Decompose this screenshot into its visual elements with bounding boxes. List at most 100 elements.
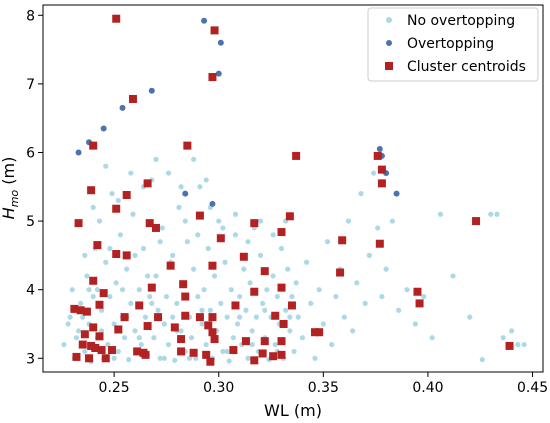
no-overtopping-point [111, 321, 117, 327]
cluster-centroids-point [279, 319, 288, 328]
no-overtopping-point [287, 328, 293, 334]
no-overtopping-point [90, 293, 96, 300]
no-overtopping-point [159, 225, 165, 231]
no-overtopping-point [237, 293, 243, 300]
legend: No overtopping Overtopping Cluster centr… [367, 7, 539, 82]
cluster-centroids-point [202, 350, 211, 359]
no-overtopping-point [199, 307, 205, 313]
overtopping-point [209, 200, 216, 207]
no-overtopping-point [341, 314, 347, 320]
cluster-centroids-point [285, 212, 294, 221]
no-overtopping-point [211, 273, 218, 279]
no-overtopping-point [429, 335, 435, 341]
cluster-centroids-point [76, 306, 85, 315]
no-overtopping-point [287, 314, 293, 320]
no-overtopping-point [362, 300, 368, 307]
no-overtopping-point [274, 293, 280, 300]
cluster-centroids-point [108, 346, 117, 355]
no-overtopping-point [494, 211, 500, 217]
no-overtopping-point [191, 156, 197, 162]
cluster-centroids-point [292, 151, 301, 160]
no-overtopping-point [257, 252, 264, 258]
overtopping-point [119, 104, 126, 111]
no-overtopping-point [61, 341, 67, 348]
cluster-centroids-point [87, 341, 96, 350]
no-overtopping-point [142, 314, 149, 320]
legend-marker-cluster-centroids [385, 62, 393, 70]
no-overtopping-point [358, 191, 364, 197]
cluster-centroids-point [310, 328, 319, 337]
no-overtopping-point [329, 341, 335, 348]
legend-marker-no-overtopping [386, 17, 392, 23]
cluster-centroids-point [87, 186, 96, 195]
cluster-centroids-point [143, 179, 152, 188]
cluster-centroids-point [277, 283, 286, 292]
cluster-centroids-point [258, 349, 267, 358]
no-overtopping-point [96, 218, 103, 224]
no-overtopping-point [222, 259, 228, 265]
no-overtopping-point [161, 355, 167, 361]
cluster-centroids-point [99, 289, 108, 298]
no-overtopping-point [90, 204, 96, 210]
no-overtopping-point [450, 273, 456, 279]
cluster-centroids-point [122, 191, 131, 200]
no-overtopping-point [98, 307, 105, 313]
no-overtopping-point [509, 328, 515, 334]
no-overtopping-point [170, 314, 176, 320]
cluster-centroids-point [505, 341, 514, 350]
cluster-centroids-point [472, 217, 481, 226]
no-overtopping-point [132, 328, 138, 334]
cluster-centroids-point [208, 73, 217, 82]
no-overtopping-point [105, 341, 111, 348]
no-overtopping-point [412, 321, 418, 327]
cluster-centroids-point [241, 337, 250, 346]
cluster-centroids-point [204, 321, 213, 330]
overtopping-point [215, 70, 222, 77]
no-overtopping-point [232, 232, 239, 238]
x-tick-label: 0.25 [99, 380, 130, 396]
no-overtopping-point [515, 341, 521, 348]
no-overtopping-point [195, 232, 201, 238]
no-overtopping-point [203, 177, 209, 183]
cluster-centroids-point [181, 292, 190, 301]
no-overtopping-point [126, 357, 132, 363]
cluster-centroids-point [336, 268, 345, 277]
no-overtopping-point [216, 218, 222, 224]
cluster-centroids-point [373, 151, 382, 160]
cluster-centroids-point [112, 14, 121, 23]
cluster-centroids-point [338, 236, 347, 245]
no-overtopping-point [237, 314, 243, 320]
y-axis-label-unit: (m) [0, 157, 18, 190]
cluster-centroids-point [170, 323, 179, 332]
cluster-centroids-point [147, 283, 156, 292]
no-overtopping-point [165, 170, 172, 176]
no-overtopping-point [163, 293, 170, 300]
no-overtopping-point [186, 355, 193, 361]
no-overtopping-point [370, 170, 377, 176]
no-overtopping-point [320, 321, 326, 327]
x-tick-label: 0.35 [308, 380, 339, 396]
axis-layer: 0.25 0.30 0.35 0.40 0.45 3 4 5 6 7 8 [26, 8, 548, 396]
no-overtopping-point [232, 211, 239, 217]
no-overtopping-point [132, 252, 138, 258]
cluster-centroids-point [260, 337, 269, 346]
cluster-centroids-point [250, 219, 259, 228]
no-overtopping-point [272, 341, 278, 348]
no-overtopping-point [467, 314, 473, 320]
overtopping-point [100, 125, 107, 132]
no-overtopping-point [73, 335, 80, 341]
no-overtopping-point [115, 348, 121, 355]
cluster-centroids-point [208, 261, 217, 270]
no-overtopping-point [245, 355, 251, 361]
overtopping-point [393, 190, 400, 197]
no-overtopping-point [389, 218, 395, 224]
no-overtopping-point [291, 348, 297, 355]
cluster-centroids-point [80, 330, 89, 339]
no-overtopping-point [107, 245, 113, 252]
no-overtopping-point [404, 287, 410, 293]
no-overtopping-point [193, 355, 199, 361]
no-overtopping-point [350, 328, 356, 334]
no-overtopping-point [188, 335, 195, 341]
no-overtopping-point [109, 191, 115, 197]
no-overtopping-point [308, 300, 314, 307]
